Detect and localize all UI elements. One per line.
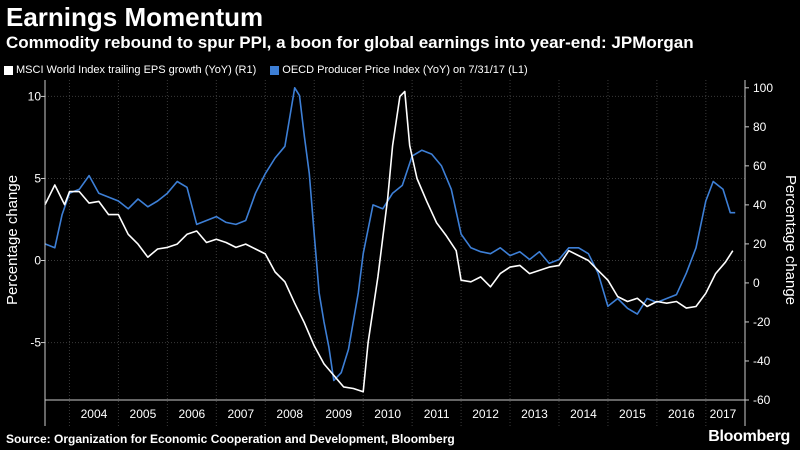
right-tick-label-0: 0 <box>753 276 760 290</box>
x-tick-label-2010: 2010 <box>374 407 401 421</box>
grid-layer <box>45 80 745 426</box>
x-tick-label-2017: 2017 <box>710 407 737 421</box>
chart-legend: MSCI World Index trailing EPS growth (Yo… <box>4 62 542 78</box>
legend-swatch-ppi <box>270 65 280 75</box>
right-tick-label--20: -20 <box>753 315 771 329</box>
left-tick-label--5: -5 <box>30 336 41 350</box>
right-tick-label--60: -60 <box>753 393 771 407</box>
right-tick-label-20: 20 <box>753 237 767 251</box>
left-tick-label-10: 10 <box>28 89 42 103</box>
x-tick-label-2016: 2016 <box>668 407 695 421</box>
right-tick-label-60: 60 <box>753 159 767 173</box>
x-tick-label-2004: 2004 <box>81 407 108 421</box>
axis-layer: -5 0 5 10 -60 -40 -20 0 20 40 60 80 100 2004 2005 2006 2… <box>4 80 799 426</box>
source-note: Source: Organization for Economic Cooper… <box>6 432 455 446</box>
legend-swatch-eps <box>4 65 13 75</box>
legend-item-ppi: OECD Producer Price Index (YoY) on 7/31/… <box>270 64 528 76</box>
eps-growth-line <box>44 90 734 393</box>
chart-subtitle: Commodity rebound to spur PPI, a boon fo… <box>6 33 694 52</box>
chart-title: Earnings Momentum <box>6 2 264 32</box>
y-axis-title-left: Percentage change <box>4 175 21 305</box>
x-tick-label-2015: 2015 <box>619 407 646 421</box>
left-tick-label-0: 0 <box>34 254 41 268</box>
right-tick-label--40: -40 <box>753 354 771 368</box>
y-axis-title-right: Percentage change <box>782 175 799 305</box>
right-tick-label-80: 80 <box>753 120 767 134</box>
x-tick-label-2013: 2013 <box>521 407 548 421</box>
legend-label-ppi: OECD Producer Price Index (YoY) on 7/31/… <box>282 64 528 76</box>
ppi-line <box>44 87 736 382</box>
legend-item-eps: MSCI World Index trailing EPS growth (Yo… <box>4 64 256 76</box>
right-tick-label-40: 40 <box>753 198 767 212</box>
legend-label-eps: MSCI World Index trailing EPS growth (Yo… <box>16 64 257 76</box>
x-tick-label-2007: 2007 <box>227 407 254 421</box>
series-layer <box>44 87 736 393</box>
x-tick-label-2009: 2009 <box>325 407 352 421</box>
x-tick-label-2011: 2011 <box>424 407 450 421</box>
brand-logo: Bloomberg <box>708 428 790 445</box>
x-tick-label-2008: 2008 <box>276 407 303 421</box>
left-tick-label-5: 5 <box>34 171 41 185</box>
right-tick-label-100: 100 <box>753 81 773 95</box>
x-tick-label-2005: 2005 <box>130 407 157 421</box>
x-tick-label-2014: 2014 <box>570 407 597 421</box>
x-tick-label-2012: 2012 <box>472 407 499 421</box>
x-tick-label-2006: 2006 <box>179 407 206 421</box>
